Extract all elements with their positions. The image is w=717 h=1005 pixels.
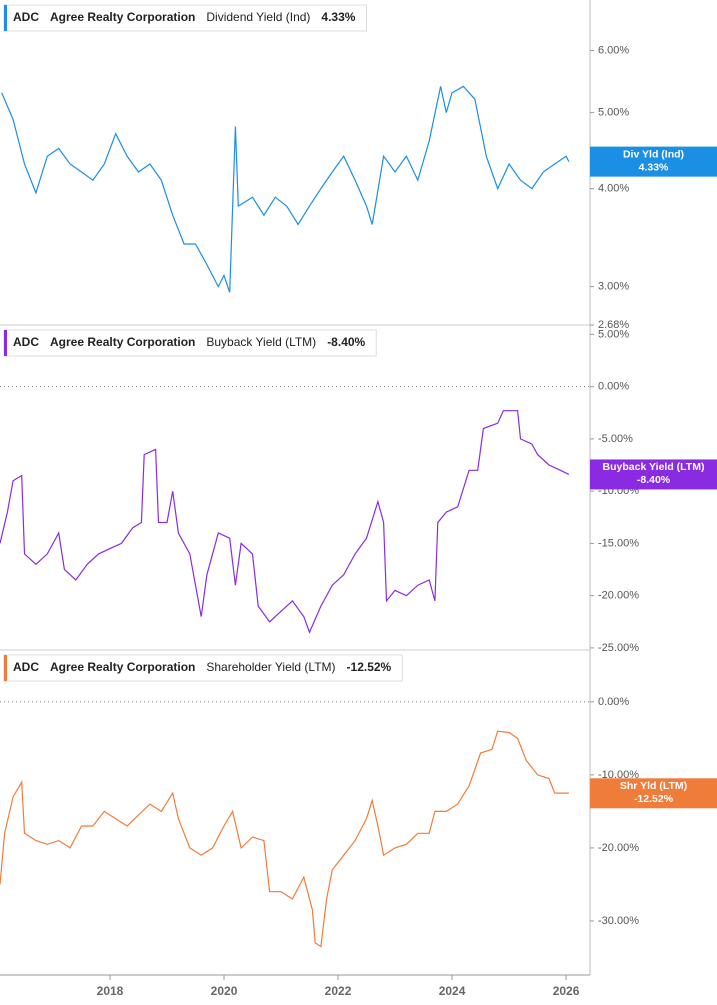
last-value-badge bbox=[590, 778, 717, 809]
y-tick-label: -10.00% bbox=[598, 769, 639, 781]
series-name: Dividend Yield (Ind) bbox=[206, 10, 310, 24]
badge-value: -8.40% bbox=[637, 474, 671, 486]
series-line bbox=[0, 410, 570, 634]
ticker: ADC bbox=[13, 10, 39, 24]
y-tick-label: 2.68% bbox=[598, 319, 629, 331]
y-tick-label: 3.00% bbox=[598, 280, 629, 292]
x-tick-label: 2022 bbox=[325, 984, 352, 998]
last-value: 4.33% bbox=[321, 10, 355, 24]
last-value-badge bbox=[590, 459, 717, 490]
series-header: ADC Agree Realty Corporation Buyback Yield… bbox=[3, 329, 377, 357]
ticker: ADC bbox=[13, 660, 39, 674]
x-tick-label: 2024 bbox=[439, 984, 466, 998]
series-name: Buyback Yield (LTM) bbox=[206, 335, 316, 349]
y-tick-label: 6.00% bbox=[598, 44, 629, 56]
y-tick-label: -25.00% bbox=[598, 642, 639, 654]
series-header: ADC Agree Realty Corporation Shareholder Y… bbox=[3, 654, 403, 682]
x-tick-label: 2020 bbox=[211, 984, 238, 998]
y-tick-label: -5.00% bbox=[598, 433, 633, 445]
badge-value: -12.52% bbox=[634, 793, 674, 805]
company-name: Agree Realty Corporation bbox=[50, 660, 195, 674]
company-name: Agree Realty Corporation bbox=[50, 335, 195, 349]
header-box bbox=[3, 329, 377, 357]
series-header: ADC Agree Realty Corporation Dividend Yiel… bbox=[3, 4, 367, 32]
badge-title: Buyback Yield (LTM) bbox=[603, 461, 705, 473]
y-tick-label: 0.00% bbox=[598, 696, 629, 708]
last-value: -8.40% bbox=[327, 335, 365, 349]
series-line bbox=[1, 85, 570, 293]
y-tick-label: 5.00% bbox=[598, 328, 629, 340]
header-swatch bbox=[4, 5, 7, 31]
header-swatch bbox=[4, 655, 7, 681]
last-value-badge bbox=[590, 146, 717, 177]
y-tick-label: -20.00% bbox=[598, 590, 639, 602]
header-box bbox=[3, 654, 403, 682]
x-tick-label: 2018 bbox=[97, 984, 124, 998]
y-tick-label: 0.00% bbox=[598, 381, 629, 393]
y-tick-label: -20.00% bbox=[598, 842, 639, 854]
badge-value: 4.33% bbox=[639, 161, 669, 173]
badge-title: Div Yld (Ind) bbox=[623, 148, 684, 160]
y-tick-label: 5.00% bbox=[598, 107, 629, 119]
y-tick-label: -15.00% bbox=[598, 537, 639, 549]
series-line bbox=[0, 730, 569, 948]
y-tick-label: 4.00% bbox=[598, 183, 629, 195]
last-value: -12.52% bbox=[347, 660, 392, 674]
y-tick-label: -30.00% bbox=[598, 915, 639, 927]
x-tick-label: 2026 bbox=[553, 984, 580, 998]
badge-title: Shr Yld (LTM) bbox=[620, 780, 687, 792]
series-name: Shareholder Yield (LTM) bbox=[206, 660, 335, 674]
header-swatch bbox=[4, 330, 7, 356]
company-name: Agree Realty Corporation bbox=[50, 10, 195, 24]
ticker: ADC bbox=[13, 335, 39, 349]
